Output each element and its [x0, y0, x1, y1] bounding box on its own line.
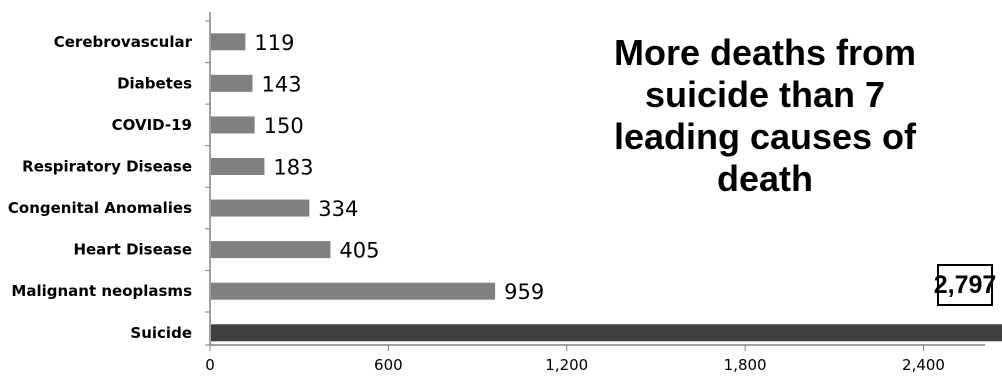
bar-heart-disease — [211, 241, 331, 259]
x-tick-label: 1,200 — [545, 356, 588, 374]
data-label: 959 — [504, 280, 544, 304]
x-tick-label: 2,400 — [902, 356, 945, 374]
category-label: COVID-19 — [112, 116, 192, 134]
data-label: 334 — [318, 197, 358, 221]
data-label: 150 — [264, 114, 304, 138]
x-tick-label: 600 — [374, 356, 403, 374]
category-label: Malignant neoplasms — [11, 282, 192, 300]
bars-group — [211, 33, 1002, 342]
x-tick-label: 1,800 — [724, 356, 767, 374]
category-label: Diabetes — [117, 74, 192, 92]
bar-diabetes — [211, 74, 253, 92]
bar-cerebrovascular — [211, 33, 246, 51]
category-label: Respiratory Disease — [22, 157, 192, 175]
bar-malignant-neoplasms — [211, 282, 496, 300]
bar-suicide — [211, 324, 1002, 342]
category-label: Heart Disease — [73, 241, 192, 259]
bar-respiratory-disease — [211, 157, 265, 175]
category-label: Congenital Anomalies — [8, 199, 192, 217]
data-label: 119 — [254, 31, 294, 55]
data-label: 183 — [273, 155, 313, 179]
highlight-value-callout: 2,797 — [934, 264, 996, 306]
bar-congenital-anomalies — [211, 199, 310, 217]
chart-annotation: More deaths from suicide than 7 leading … — [613, 32, 917, 199]
bar-covid-19 — [211, 116, 255, 134]
data-label: 143 — [262, 72, 302, 96]
axes: 0 600 1,200 1,800 2,400 — [205, 12, 985, 374]
x-tick-label: 0 — [205, 356, 215, 374]
category-label: Suicide — [130, 324, 192, 342]
category-labels: Cerebrovascular Diabetes COVID-19 Respirato… — [8, 33, 193, 342]
data-label: 405 — [339, 239, 379, 263]
category-label: Cerebrovascular — [54, 33, 193, 51]
